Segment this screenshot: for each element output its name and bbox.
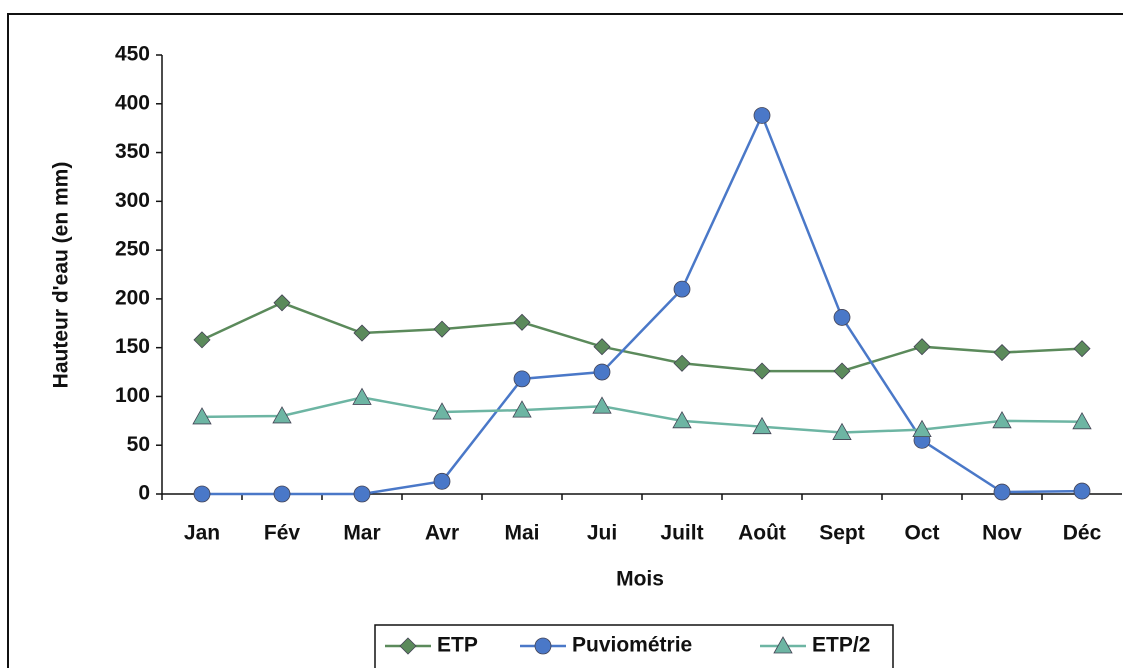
- x-axis-title: Mois: [616, 568, 664, 591]
- data-point: [992, 411, 1012, 429]
- series-line: [201, 301, 1083, 373]
- legend-marker: [399, 637, 417, 655]
- y-tick-label: 50: [127, 433, 150, 456]
- y-tick-label: 200: [115, 286, 150, 309]
- data-point: [433, 320, 451, 338]
- data-point: [832, 422, 852, 440]
- x-tick-label: Nov: [982, 522, 1022, 545]
- x-tick-label: Déc: [1063, 522, 1102, 545]
- x-tick-label: Avr: [425, 522, 459, 545]
- data-point: [833, 309, 851, 326]
- data-point: [673, 280, 691, 298]
- data-point: [993, 343, 1011, 362]
- data-point: [193, 485, 211, 503]
- x-tick-label: Fév: [264, 522, 301, 545]
- legend-marker: [773, 636, 793, 654]
- data-point: [353, 485, 371, 503]
- legend-box: [374, 624, 894, 668]
- y-tick-label: 0: [138, 482, 150, 505]
- x-tick-label: Oct: [904, 522, 939, 545]
- x-tick-label: Mar: [343, 522, 380, 545]
- data-point: [912, 419, 932, 438]
- data-point: [512, 400, 532, 418]
- legend-marker: [534, 637, 552, 655]
- x-tick-label: Sept: [819, 522, 865, 545]
- legend-label: Puviométrie: [572, 634, 692, 657]
- data-point: [273, 485, 291, 503]
- y-tick-label: 150: [115, 335, 150, 358]
- data-point: [193, 331, 211, 349]
- legend-label: ETP/2: [812, 634, 870, 657]
- x-tick-label: Août: [738, 522, 786, 545]
- data-point: [352, 387, 372, 405]
- data-point: [993, 483, 1011, 501]
- x-tick-label: Juilt: [660, 522, 703, 545]
- x-tick-label: Jan: [184, 522, 220, 545]
- data-point: [513, 313, 531, 331]
- series-line: [202, 112, 1083, 496]
- data-point: [593, 338, 611, 356]
- data-point: [753, 107, 771, 124]
- legend-label: ETP: [437, 634, 478, 657]
- y-tick-label: 350: [115, 140, 150, 163]
- data-point: [1072, 411, 1092, 430]
- chart-border: [7, 13, 1123, 668]
- data-point: [433, 472, 451, 490]
- data-point: [192, 407, 212, 425]
- y-axis-title: Hauteur d'eau (en mm): [50, 162, 73, 389]
- data-point: [432, 402, 452, 420]
- data-point: [673, 354, 691, 372]
- data-point: [513, 370, 531, 388]
- y-tick-label: 250: [115, 238, 150, 261]
- data-point: [593, 363, 611, 381]
- data-point: [1073, 482, 1091, 500]
- y-tick-label: 400: [115, 91, 150, 114]
- y-tick-label: 300: [115, 189, 150, 212]
- data-point: [272, 406, 292, 424]
- data-point: [913, 338, 931, 356]
- x-tick-label: Jui: [587, 522, 617, 545]
- data-point: [353, 324, 371, 342]
- data-point: [672, 411, 692, 429]
- series-line: [201, 396, 1083, 434]
- data-point: [1073, 340, 1091, 358]
- data-point: [592, 396, 612, 414]
- x-tick-label: Mai: [504, 522, 539, 545]
- data-point: [753, 362, 771, 380]
- y-tick-label: 100: [115, 384, 150, 407]
- y-tick-label: 450: [115, 43, 150, 66]
- data-point: [273, 294, 291, 312]
- data-point: [833, 362, 851, 380]
- data-point: [752, 416, 772, 435]
